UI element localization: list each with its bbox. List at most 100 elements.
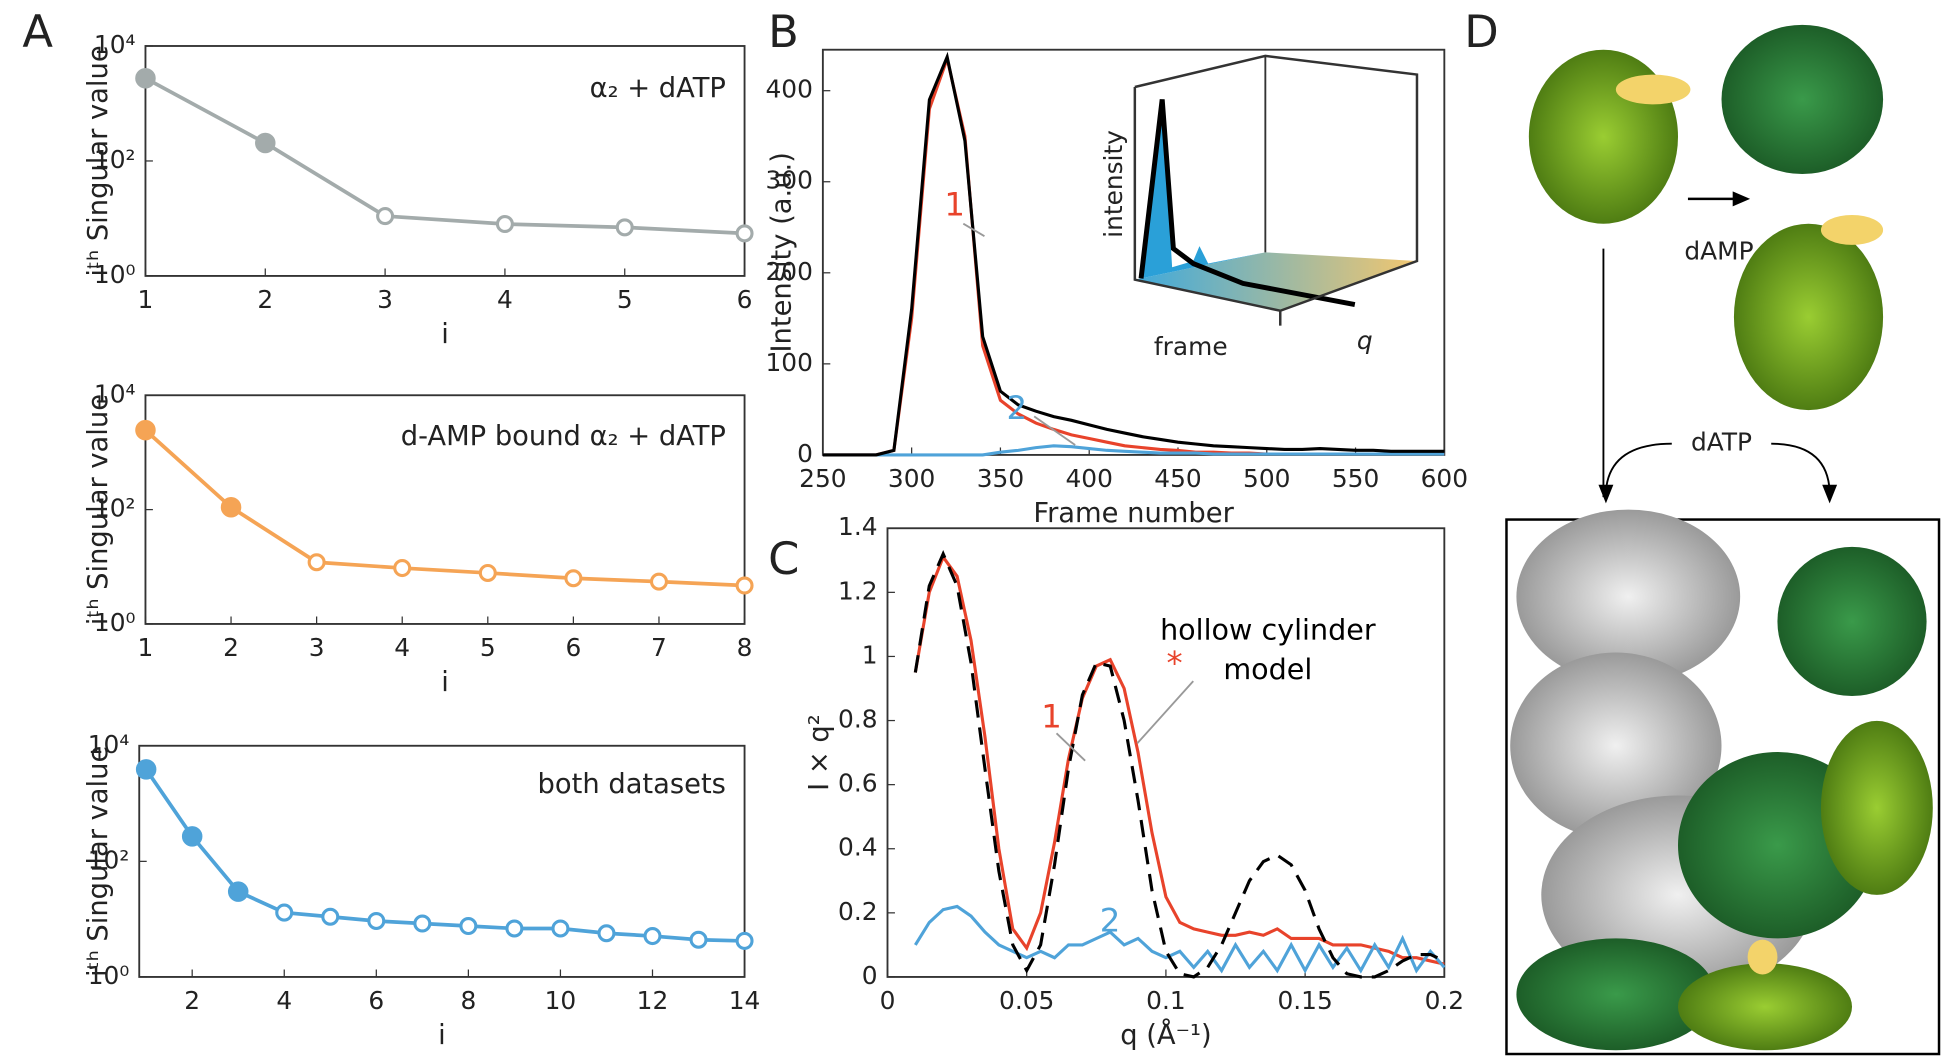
data-point [367, 911, 386, 930]
data-point [649, 572, 668, 591]
x-tick-label: 5 [480, 633, 496, 662]
arrow-label: dATP [1691, 428, 1752, 457]
data-point [735, 576, 754, 595]
data-point [307, 553, 326, 572]
x-tick-label: 7 [651, 633, 667, 662]
x-tick-label: 1 [138, 633, 154, 662]
data-line [144, 428, 745, 588]
leader-line [1033, 415, 1076, 446]
x-tick-label: 4 [276, 986, 292, 1015]
annotation: 1 [944, 185, 965, 223]
data-point [393, 559, 412, 578]
x-tick-label: 500 [1243, 464, 1290, 493]
data-point [376, 207, 395, 226]
y-tick-label: 1 [862, 640, 878, 669]
panel-label: D [1464, 5, 1498, 58]
x-axis-label: i [438, 1020, 446, 1051]
y-tick-label: 0.2 [838, 897, 878, 926]
x-tick-label: 350 [977, 464, 1024, 493]
x-axis-label: i [441, 667, 449, 698]
annotation: hollow cylinder [1160, 612, 1376, 646]
y-tick-label: 1.4 [838, 512, 878, 541]
x-tick-label: 8 [737, 633, 753, 662]
x-tick-label: 0 [880, 986, 896, 1015]
y-tick-label: 10² [88, 845, 130, 874]
y-axis-label: iᵗʰ Singular value [83, 746, 114, 977]
data-point [735, 224, 754, 243]
x-tick-label: 3 [309, 633, 325, 662]
data-point [643, 927, 662, 946]
y-tick-label: 100 [765, 348, 812, 377]
data-point [275, 903, 294, 922]
annotation: d-AMP bound α₂ + dATP [401, 421, 726, 452]
data-point [227, 881, 249, 902]
x-tick-label: 2 [257, 285, 273, 314]
data-point [459, 917, 478, 936]
panel-label: C [768, 532, 799, 585]
y-tick-label: 400 [765, 75, 812, 104]
data-point [735, 931, 754, 950]
x-tick-label: 4 [497, 285, 513, 314]
x-tick-label: 550 [1332, 464, 1379, 493]
data-line [822, 444, 1445, 457]
y-tick-label: 10⁴ [94, 379, 136, 408]
y-tick-label: 0 [797, 439, 813, 468]
leader-line [1136, 680, 1194, 744]
x-tick-label: 5 [617, 285, 633, 314]
data-point [220, 496, 242, 518]
y-axis-label: I × q² [804, 714, 835, 791]
data-point [495, 215, 514, 234]
y-tick-label: 10⁰ [88, 961, 130, 990]
annotation: 2 [1100, 901, 1121, 939]
structure-panel [1505, 24, 1941, 1056]
y-tick-label: 10⁰ [94, 608, 136, 637]
x-tick-label: 250 [799, 464, 846, 493]
annotation: 2 [1006, 389, 1027, 427]
y-tick-label: 0.6 [838, 769, 878, 798]
x-tick-label: 400 [1065, 464, 1112, 493]
x-tick-label: 300 [888, 464, 935, 493]
x-tick-label: 10 [545, 986, 577, 1015]
data-point [615, 218, 634, 237]
data-line [144, 76, 745, 236]
annotation: both datasets [538, 769, 726, 800]
x-tick-label: 2 [184, 986, 200, 1015]
data-point [478, 563, 497, 582]
annotation: α₂ + dATP [590, 73, 726, 104]
annotation: model [1223, 652, 1312, 686]
data-point [255, 132, 276, 154]
x-tick-label: 4 [394, 633, 410, 662]
data-point [551, 919, 570, 938]
x-tick-label: 1 [138, 285, 154, 314]
x-tick-label: 0.2 [1425, 986, 1465, 1015]
data-point [505, 919, 524, 938]
annotation: * [1167, 644, 1183, 682]
x-tick-label: 6 [368, 986, 384, 1015]
x-tick-label: 2 [223, 633, 239, 662]
x-axis-label: q (Å⁻¹) [1120, 1019, 1211, 1051]
x-tick-label: 0.05 [999, 986, 1054, 1015]
data-point [135, 67, 156, 89]
data-point [689, 930, 708, 949]
data-point [321, 907, 340, 926]
x-tick-label: 6 [737, 285, 753, 314]
inset-label: q [1357, 326, 1373, 355]
data-point [135, 419, 156, 441]
leader-line [1055, 732, 1086, 762]
y-tick-label: 10⁰ [94, 260, 136, 289]
x-tick-label: 3 [377, 285, 393, 314]
y-tick-label: 0.8 [838, 705, 878, 734]
data-point [564, 569, 583, 588]
plot-frame [821, 48, 1446, 456]
x-axis-label: Frame number [1033, 498, 1234, 529]
y-tick-label: 200 [765, 257, 812, 286]
y-tick-label: 1.2 [838, 576, 878, 605]
annotation: 1 [1041, 697, 1062, 735]
x-tick-label: 14 [729, 986, 761, 1015]
y-tick-label: 10⁴ [88, 730, 130, 759]
data-point [181, 826, 203, 847]
x-tick-label: 450 [1154, 464, 1201, 493]
inset [1133, 54, 1419, 326]
y-tick-label: 10⁴ [94, 30, 136, 59]
y-axis-label: iᵗʰ Singular value [83, 45, 114, 276]
